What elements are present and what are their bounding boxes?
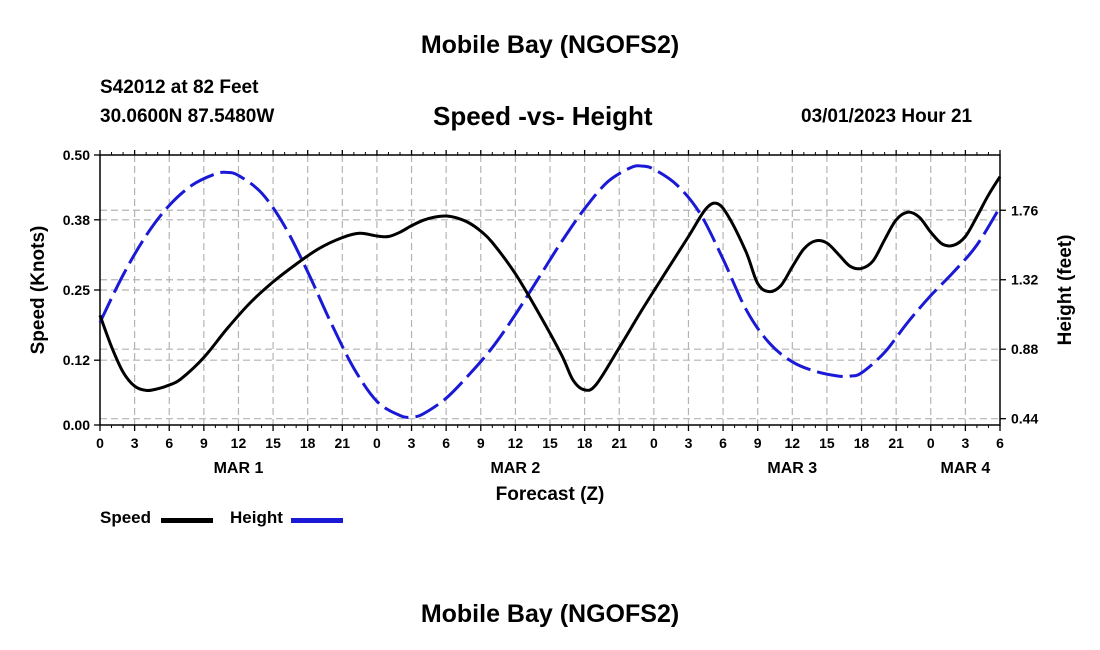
- height-series-line: [98, 164, 1002, 419]
- left-axis-ticks: 0.00 0.12 0.25 0.38 0.50: [63, 147, 100, 433]
- right-axis-label: Height (feet): [1055, 235, 1076, 346]
- x-tick-label: 18: [300, 435, 316, 451]
- chart-grid: [100, 155, 1000, 425]
- x-tick-label: 12: [508, 435, 524, 451]
- right-tick-label: 1.76: [1011, 202, 1038, 218]
- x-tick-label: 18: [854, 435, 870, 451]
- x-tick-label: 0: [373, 435, 381, 451]
- x-axis-ticks: 0 3 6 9 12 15 18 21 0 3 6 9 12 15 18 21 0 3 6 9 12 15 18 21 0 3 6: [96, 150, 1004, 451]
- left-tick-label: 0.00: [63, 417, 90, 433]
- forecast-datetime: 03/01/2023 Hour 21: [801, 106, 973, 127]
- legend-speed-swatch: [161, 518, 213, 523]
- x-tick-label: 0: [96, 435, 104, 451]
- x-tick-label: 12: [231, 435, 247, 451]
- x-tick-label: 6: [165, 435, 173, 451]
- station-label: S42012 at 82 Feet: [100, 77, 259, 98]
- date-label: MAR 3: [767, 460, 817, 477]
- chart-subtitle: Speed -vs- Height: [433, 101, 653, 131]
- x-tick-label: 12: [785, 435, 801, 451]
- x-axis-label: Forecast (Z): [496, 484, 605, 505]
- footer-title: Mobile Bay (NGOFS2): [420, 600, 680, 628]
- coordinates-label: 30.0600N 87.5480W: [100, 106, 275, 127]
- legend-height-swatch: [291, 518, 343, 523]
- x-tick-label: 15: [542, 435, 558, 451]
- legend-speed-label: Speed: [100, 508, 152, 527]
- right-tick-label: 0.44: [1011, 411, 1038, 427]
- left-tick-label: 0.50: [63, 147, 90, 163]
- x-tick-label: 9: [477, 435, 485, 451]
- date-label: MAR 4: [940, 460, 990, 477]
- x-tick-label: 9: [754, 435, 762, 451]
- x-tick-label: 9: [200, 435, 208, 451]
- x-tick-label: 6: [442, 435, 450, 451]
- left-axis-label: Speed (Knots): [28, 226, 49, 355]
- x-tick-label: 0: [650, 435, 658, 451]
- left-tick-label: 0.25: [63, 282, 90, 298]
- left-tick-label: 0.38: [63, 212, 90, 228]
- left-tick-label: 0.12: [63, 352, 90, 368]
- date-labels: MAR 1 MAR 2 MAR 3 MAR 4: [214, 460, 991, 477]
- x-tick-label: 0: [927, 435, 935, 451]
- legend-height-label: Height: [230, 508, 283, 527]
- speed-series-line: [98, 175, 1002, 393]
- x-tick-label: 3: [131, 435, 139, 451]
- right-tick-label: 0.88: [1011, 341, 1038, 357]
- x-tick-label: 3: [685, 435, 693, 451]
- x-tick-label: 15: [819, 435, 835, 451]
- x-tick-label: 3: [961, 435, 969, 451]
- right-tick-label: 1.32: [1011, 272, 1038, 288]
- x-tick-label: 6: [996, 435, 1004, 451]
- x-tick-label: 21: [888, 435, 904, 451]
- x-tick-label: 21: [335, 435, 351, 451]
- x-tick-label: 21: [611, 435, 627, 451]
- x-tick-label: 18: [577, 435, 593, 451]
- date-label: MAR 1: [214, 460, 264, 477]
- right-axis-ticks: 0.44 0.88 1.32 1.76: [1000, 202, 1038, 427]
- x-tick-label: 15: [265, 435, 281, 451]
- x-tick-label: 6: [719, 435, 727, 451]
- x-tick-label: 3: [408, 435, 416, 451]
- date-label: MAR 2: [490, 460, 540, 477]
- chart-main-title: Mobile Bay (NGOFS2): [420, 31, 680, 59]
